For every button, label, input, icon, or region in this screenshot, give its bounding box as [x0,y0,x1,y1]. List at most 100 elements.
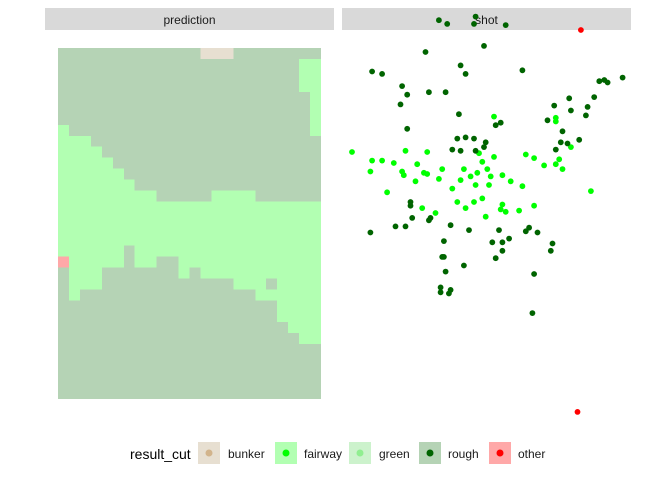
prediction-cell-fairway [68,278,102,290]
shot-point-rough [462,134,469,141]
shot-point-fairway [502,208,509,215]
shot-point-rough [566,95,573,102]
prediction-panel [58,48,322,399]
prediction-cell-fairway [299,80,321,92]
shot-point-fairway [522,151,529,158]
prediction-cell-fairway [134,256,157,268]
shot-point-fairway [499,172,506,179]
shot-point-rough [502,22,509,28]
shot-point-rough [437,284,444,291]
prediction-cell-other [58,256,69,268]
legend-key-other-dot [496,449,504,457]
shot-point-rough [519,67,526,74]
prediction-cell-fairway [58,179,135,191]
prediction-cell-fairway [58,201,321,213]
shot-point-fairway [588,188,594,195]
legend-label-bunker: bunker [228,447,265,461]
shot-point-rough [447,222,454,229]
prediction-cell-fairway [277,278,321,290]
shot-point-fairway [439,166,446,173]
legend-item-green: green [349,442,410,464]
shot-point-rough [544,117,551,124]
facet-strip-prediction-bg [45,8,334,30]
prediction-cell-fairway [68,256,124,268]
shot-point-rough [444,21,451,27]
prediction-cell-fairway [310,102,321,114]
shot-point-rough [436,17,442,24]
shot-point-fairway [486,182,492,188]
shot-point-fairway [559,166,566,173]
shot-point-rough [422,49,429,55]
shot-point-rough [456,111,462,118]
prediction-cell-fairway [233,278,267,290]
facet-strip-prediction: prediction [45,8,334,30]
legend-label-other: other [518,447,545,461]
legend-label-rough: rough [448,447,479,461]
shot-point-rough [526,224,532,231]
shot-point-fairway [556,156,563,163]
prediction-cell-fairway [68,289,80,301]
shot-point-rough [454,135,461,142]
shot-point-fairway [482,213,489,220]
shot-point-fairway [541,162,547,169]
prediction-cell-fairway [277,311,321,323]
shot-point-rough [564,140,571,147]
prediction-cell-fairway [58,212,321,224]
shot-point-rough [591,94,598,100]
shot-point-rough [442,89,449,96]
shot-panel [349,13,626,415]
shot-point-rough [447,287,454,293]
prediction-cell-fairway [310,124,321,136]
prediction-cell-fairway [211,190,256,202]
shot-point-fairway [499,201,506,208]
shot-point-rough [492,122,499,129]
shot-point-rough [441,254,447,260]
shot-point-rough [482,139,489,146]
shot-point-fairway [449,185,456,192]
shot-point-rough [441,238,447,245]
prediction-cell-fairway [58,223,321,235]
shot-point-fairway [474,169,481,176]
prediction-cell-fairway [310,113,321,125]
shot-point-rough [481,144,487,151]
legend-key-fairway-dot [282,449,290,457]
legend-label-green: green [379,447,410,461]
facet-strip-shot-label: shot [475,13,498,27]
shot-point-rough [437,289,444,296]
shot-point-rough [497,119,504,126]
prediction-cell-fairway [58,146,102,158]
shot-point-fairway [419,205,426,212]
prediction-cell-fairway [58,157,113,169]
shot-point-rough [496,227,502,234]
shot-point-rough [466,227,472,234]
shot-point-rough [552,146,559,153]
prediction-cell-fairway [178,267,190,279]
shot-point-fairway [531,202,537,209]
shot-point-fairway [484,166,491,173]
shot-point-fairway [516,207,522,214]
shot-point-rough [499,247,506,254]
shot-point-fairway [424,149,431,155]
shot-point-rough [462,71,469,77]
prediction-cell-fairway [310,91,321,103]
shot-point-fairway [432,210,439,216]
shot-point-rough [471,21,477,27]
prediction-cell-fairway [58,135,91,147]
legend-item-bunker: bunker [198,442,265,464]
shot-point-rough [457,147,464,154]
shot-point-rough [392,223,399,230]
shot-point-fairway [479,195,486,202]
prediction-cell-fairway [58,124,69,136]
shot-point-rough [583,112,589,119]
shot-point-rough [596,78,603,85]
shot-point-fairway [507,178,514,185]
shot-point-rough [471,135,477,142]
legend-item-fairway: fairway [275,442,342,464]
shot-point-rough [549,240,556,247]
shot-point-rough [489,239,496,246]
shot-point-fairway [519,183,526,190]
shot-point-rough [457,62,464,69]
shot-point-rough [442,268,449,275]
shot-point-rough [604,79,611,86]
shot-point-fairway [421,169,427,176]
